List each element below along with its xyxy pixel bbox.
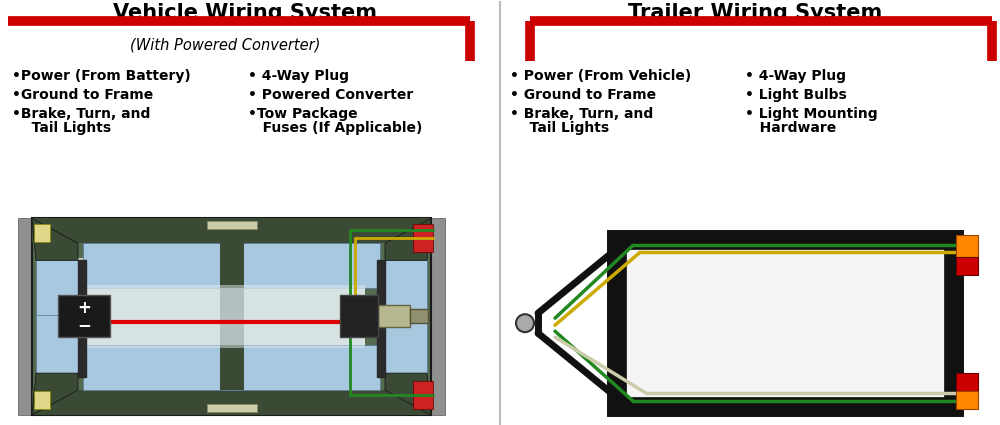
Bar bbox=[34, 224, 50, 242]
Bar bbox=[207, 221, 256, 230]
Text: • Light Mounting: • Light Mounting bbox=[745, 107, 878, 121]
Text: Tail Lights: Tail Lights bbox=[12, 121, 111, 135]
Text: • Light Bulbs: • Light Bulbs bbox=[745, 88, 847, 102]
Bar bbox=[431, 218, 445, 415]
Bar bbox=[610, 233, 960, 413]
Bar bbox=[78, 260, 86, 377]
Bar bbox=[36, 260, 78, 318]
Bar bbox=[378, 305, 410, 327]
Polygon shape bbox=[385, 373, 431, 415]
Text: Trailer Wiring System: Trailer Wiring System bbox=[628, 3, 882, 23]
Bar bbox=[956, 257, 978, 275]
Bar bbox=[610, 397, 960, 413]
Bar bbox=[86, 285, 365, 345]
Bar bbox=[78, 258, 365, 375]
Text: • Powered Converter: • Powered Converter bbox=[248, 88, 413, 102]
Text: Fuses (If Applicable): Fuses (If Applicable) bbox=[248, 121, 422, 135]
Bar bbox=[410, 309, 428, 323]
Bar bbox=[944, 233, 960, 413]
Text: Hardware: Hardware bbox=[745, 121, 836, 135]
Bar bbox=[377, 260, 385, 377]
Text: • 4-Way Plug: • 4-Way Plug bbox=[248, 69, 349, 82]
Bar bbox=[340, 295, 378, 337]
Bar bbox=[32, 390, 431, 415]
Bar bbox=[220, 244, 244, 390]
Text: •Brake, Turn, and: •Brake, Turn, and bbox=[12, 107, 150, 121]
Bar bbox=[34, 391, 50, 409]
Bar bbox=[610, 233, 626, 413]
Circle shape bbox=[516, 314, 534, 332]
Bar bbox=[83, 244, 380, 288]
Bar bbox=[36, 315, 78, 373]
Text: −: − bbox=[77, 316, 91, 334]
Text: (With Powered Converter): (With Powered Converter) bbox=[130, 37, 320, 52]
Text: Vehicle Wiring System: Vehicle Wiring System bbox=[113, 3, 377, 23]
Text: •Power (From Battery): •Power (From Battery) bbox=[12, 69, 191, 82]
Bar bbox=[610, 233, 960, 249]
Bar bbox=[610, 233, 960, 413]
Bar bbox=[83, 345, 380, 390]
Text: +: + bbox=[77, 299, 91, 317]
Text: • Brake, Turn, and: • Brake, Turn, and bbox=[510, 107, 653, 121]
Bar bbox=[956, 235, 978, 257]
Bar bbox=[385, 260, 427, 318]
Bar bbox=[58, 295, 110, 337]
Bar bbox=[956, 391, 978, 409]
Bar bbox=[86, 288, 365, 348]
Bar bbox=[207, 404, 256, 412]
Polygon shape bbox=[32, 373, 78, 415]
Polygon shape bbox=[385, 218, 431, 260]
Bar bbox=[385, 315, 427, 373]
Text: • 4-Way Plug: • 4-Way Plug bbox=[745, 69, 846, 82]
Text: • Ground to Frame: • Ground to Frame bbox=[510, 88, 656, 102]
Text: •Ground to Frame: •Ground to Frame bbox=[12, 88, 153, 102]
Text: •Tow Package: •Tow Package bbox=[248, 107, 358, 121]
Polygon shape bbox=[32, 218, 78, 260]
Bar bbox=[18, 218, 32, 415]
Bar bbox=[32, 218, 431, 415]
Bar bbox=[32, 218, 431, 244]
Text: • Power (From Vehicle): • Power (From Vehicle) bbox=[510, 69, 691, 82]
Bar bbox=[956, 373, 978, 391]
Bar bbox=[413, 224, 433, 252]
Bar bbox=[413, 381, 433, 409]
Text: Tail Lights: Tail Lights bbox=[510, 121, 609, 135]
